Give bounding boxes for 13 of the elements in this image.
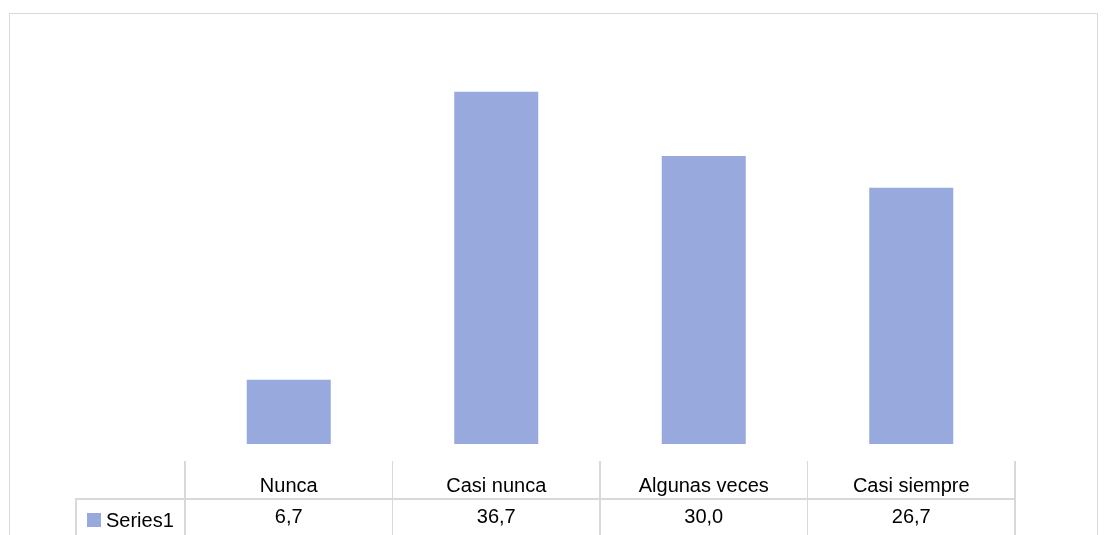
x-tick-label: Casi siempre [852, 474, 970, 496]
bar [246, 379, 331, 444]
x-tick-label: Casi nunca [446, 474, 548, 496]
bar [661, 156, 746, 444]
bar [869, 187, 954, 444]
data-label: 36,7 [476, 505, 516, 527]
data-label: 26,7 [891, 505, 931, 527]
x-tick-label: Algunas veces [638, 474, 769, 496]
bar [454, 91, 539, 444]
legend-label: Series1 [106, 509, 174, 531]
x-tick-label: Nunca [259, 474, 319, 496]
data-label: 6,7 [274, 505, 303, 527]
data-label: 30,0 [684, 505, 724, 527]
